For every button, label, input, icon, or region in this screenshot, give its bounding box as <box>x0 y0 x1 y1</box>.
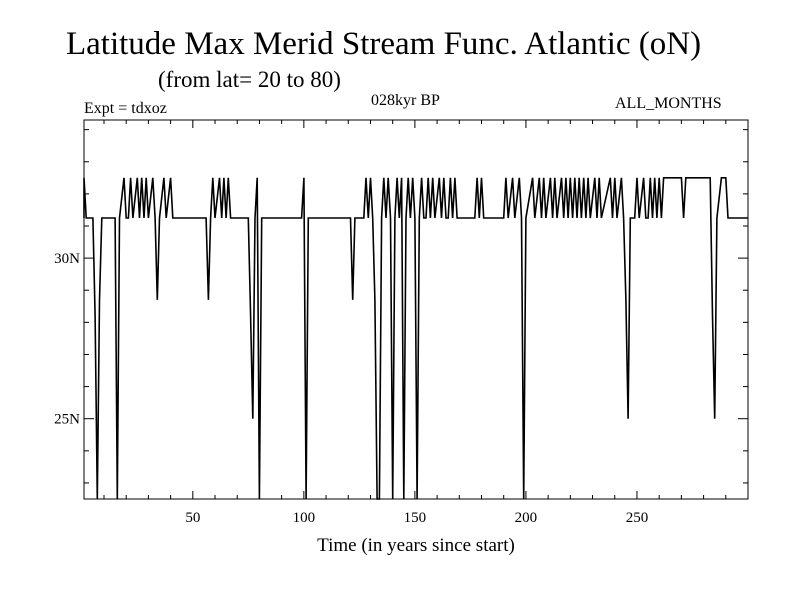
series-line <box>83 177 748 500</box>
months-label: ALL_MONTHS <box>615 95 722 112</box>
y-tick-label: 30N <box>54 251 80 267</box>
series-layer <box>83 177 748 500</box>
period-label: 028kyr BP <box>371 92 440 109</box>
chart-title: Latitude Max Merid Stream Func. Atlantic… <box>66 26 702 62</box>
axis-tick-labels: 50 100 150 200 250 30N 25N <box>54 251 648 526</box>
axis-ticks <box>84 120 748 499</box>
x-axis-label: Time (in years since start) <box>317 535 515 556</box>
experiment-label: Expt = tdxoz <box>84 100 167 117</box>
x-tick-label: 100 <box>293 510 316 526</box>
x-tick-label: 200 <box>515 510 538 526</box>
chart-subtitle: (from lat= 20 to 80) <box>158 67 341 92</box>
x-tick-label: 150 <box>404 510 427 526</box>
plot-frame <box>83 119 749 500</box>
x-tick-label: 250 <box>626 510 649 526</box>
x-tick-label: 50 <box>185 510 200 526</box>
y-tick-label: 25N <box>54 412 80 428</box>
